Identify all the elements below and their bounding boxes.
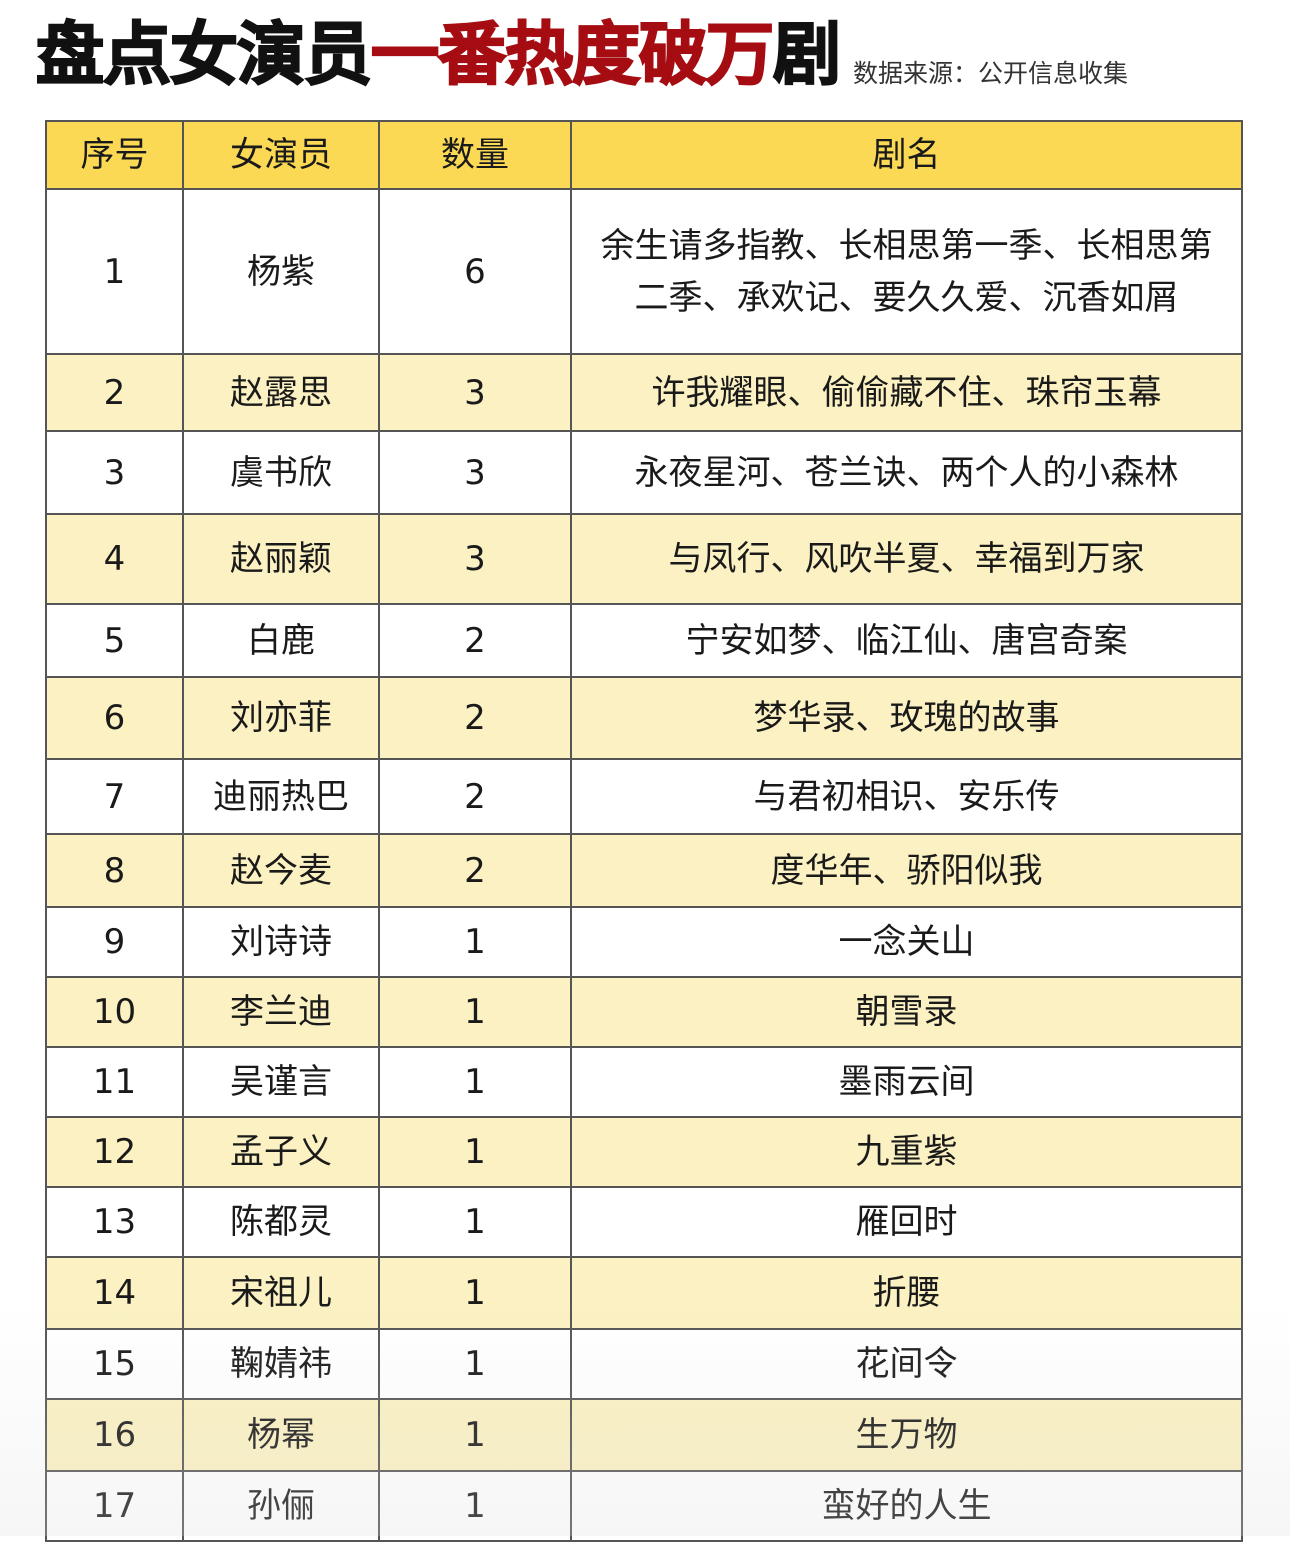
actress-name: 杨紫	[182, 188, 380, 355]
drama-count: 1	[378, 1398, 572, 1472]
drama-titles: 九重紫	[570, 1116, 1243, 1188]
table-row: 10 李兰迪 1 朝雪录	[45, 976, 1243, 1048]
table-row: 15 鞠婧祎 1 花间令	[45, 1328, 1243, 1400]
row-number: 17	[45, 1470, 184, 1542]
drama-count: 3	[378, 430, 572, 515]
drama-count: 2	[378, 833, 572, 908]
row-number: 7	[45, 758, 184, 835]
actress-name: 宋祖儿	[182, 1256, 380, 1330]
drama-count: 1	[378, 1328, 572, 1400]
drama-count: 2	[378, 676, 572, 760]
table-row: 16 杨幂 1 生万物	[45, 1398, 1243, 1472]
drama-titles: 墨雨云间	[570, 1046, 1243, 1118]
header-actress: 女演员	[182, 120, 380, 190]
row-number: 5	[45, 603, 184, 678]
drama-count: 3	[378, 513, 572, 605]
title-part-red: 一番热度破万	[370, 15, 775, 96]
drama-titles: 永夜星河、苍兰诀、两个人的小森林	[570, 430, 1243, 515]
drama-count: 1	[378, 906, 572, 978]
row-number: 3	[45, 430, 184, 515]
drama-titles: 生万物	[570, 1398, 1243, 1472]
data-source-note: 数据来源：公开信息收集	[853, 59, 1129, 88]
actress-name: 杨幂	[182, 1398, 380, 1472]
drama-titles: 一念关山	[570, 906, 1243, 978]
row-number: 15	[45, 1328, 184, 1400]
table-row: 6 刘亦菲 2 梦华录、玫瑰的故事	[45, 676, 1243, 760]
row-number: 10	[45, 976, 184, 1048]
drama-count: 1	[378, 1186, 572, 1258]
table-row: 17 孙俪 1 蛮好的人生	[45, 1470, 1243, 1542]
drama-titles: 宁安如梦、临江仙、唐宫奇案	[570, 603, 1243, 678]
page-title: 盘点女演员 一番热度破万剧数据来源：公开信息收集	[35, 15, 1129, 98]
drama-count: 3	[378, 353, 572, 432]
actress-name: 赵丽颖	[182, 513, 380, 605]
drama-titles: 余生请多指教、长相思第一季、长相思第二季、承欢记、要久久爱、沉香如屑	[570, 188, 1243, 355]
actress-name: 李兰迪	[182, 976, 380, 1048]
drama-titles: 朝雪录	[570, 976, 1243, 1048]
table-row: 1 杨紫 6 余生请多指教、长相思第一季、长相思第二季、承欢记、要久久爱、沉香如屑	[45, 188, 1243, 355]
drama-count: 1	[378, 976, 572, 1048]
drama-titles: 与君初相识、安乐传	[570, 758, 1243, 835]
header-no: 序号	[45, 120, 184, 190]
row-number: 13	[45, 1186, 184, 1258]
actress-name: 鞠婧祎	[182, 1328, 380, 1400]
row-number: 16	[45, 1398, 184, 1472]
drama-titles: 许我耀眼、偷偷藏不住、珠帘玉幕	[570, 353, 1243, 432]
actress-name: 孟子义	[182, 1116, 380, 1188]
drama-titles: 折腰	[570, 1256, 1243, 1330]
actress-name: 孙俪	[182, 1470, 380, 1542]
table-row: 3 虞书欣 3 永夜星河、苍兰诀、两个人的小森林	[45, 430, 1243, 515]
table-row: 9 刘诗诗 1 一念关山	[45, 906, 1243, 978]
actress-name: 虞书欣	[182, 430, 380, 515]
table-row: 5 白鹿 2 宁安如梦、临江仙、唐宫奇案	[45, 603, 1243, 678]
table-row: 12 孟子义 1 九重紫	[45, 1116, 1243, 1188]
table-row: 11 吴谨言 1 墨雨云间	[45, 1046, 1243, 1118]
drama-titles: 梦华录、玫瑰的故事	[570, 676, 1243, 760]
table-row: 4 赵丽颖 3 与凤行、风吹半夏、幸福到万家	[45, 513, 1243, 605]
table-row: 14 宋祖儿 1 折腰	[45, 1256, 1243, 1330]
row-number: 12	[45, 1116, 184, 1188]
drama-count: 1	[378, 1116, 572, 1188]
row-number: 2	[45, 353, 184, 432]
actress-name: 刘亦菲	[182, 676, 380, 760]
drama-count: 1	[378, 1046, 572, 1118]
actress-name: 陈都灵	[182, 1186, 380, 1258]
table-row: 8 赵今麦 2 度华年、骄阳似我	[45, 833, 1243, 908]
drama-titles: 雁回时	[570, 1186, 1243, 1258]
drama-count: 1	[378, 1256, 572, 1330]
actress-drama-table: 序号 女演员 数量 剧名 1 杨紫 6 余生请多指教、长相思第一季、长相思第二季、承欢…	[45, 120, 1243, 1542]
row-number: 6	[45, 676, 184, 760]
drama-titles: 花间令	[570, 1328, 1243, 1400]
table-row: 2 赵露思 3 许我耀眼、偷偷藏不住、珠帘玉幕	[45, 353, 1243, 432]
drama-count: 2	[378, 758, 572, 835]
actress-name: 赵露思	[182, 353, 380, 432]
row-number: 1	[45, 188, 184, 355]
drama-count: 1	[378, 1470, 572, 1542]
actress-name: 赵今麦	[182, 833, 380, 908]
header-dramas: 剧名	[570, 120, 1243, 190]
actress-name: 刘诗诗	[182, 906, 380, 978]
row-number: 4	[45, 513, 184, 605]
table-row: 7 迪丽热巴 2 与君初相识、安乐传	[45, 758, 1243, 835]
table-row: 13 陈都灵 1 雁回时	[45, 1186, 1243, 1258]
drama-titles: 与凤行、风吹半夏、幸福到万家	[570, 513, 1243, 605]
table-header-row: 序号 女演员 数量 剧名	[45, 120, 1243, 190]
actress-name: 吴谨言	[182, 1046, 380, 1118]
title-part-end: 剧	[772, 15, 842, 96]
actress-name: 迪丽热巴	[182, 758, 380, 835]
drama-titles: 蛮好的人生	[570, 1470, 1243, 1542]
drama-titles: 度华年、骄阳似我	[570, 833, 1243, 908]
row-number: 11	[45, 1046, 184, 1118]
row-number: 8	[45, 833, 184, 908]
row-number: 9	[45, 906, 184, 978]
actress-name: 白鹿	[182, 603, 380, 678]
row-number: 14	[45, 1256, 184, 1330]
header-count: 数量	[378, 120, 572, 190]
drama-count: 2	[378, 603, 572, 678]
title-part-black: 盘点女演员	[35, 15, 373, 96]
drama-count: 6	[378, 188, 572, 355]
